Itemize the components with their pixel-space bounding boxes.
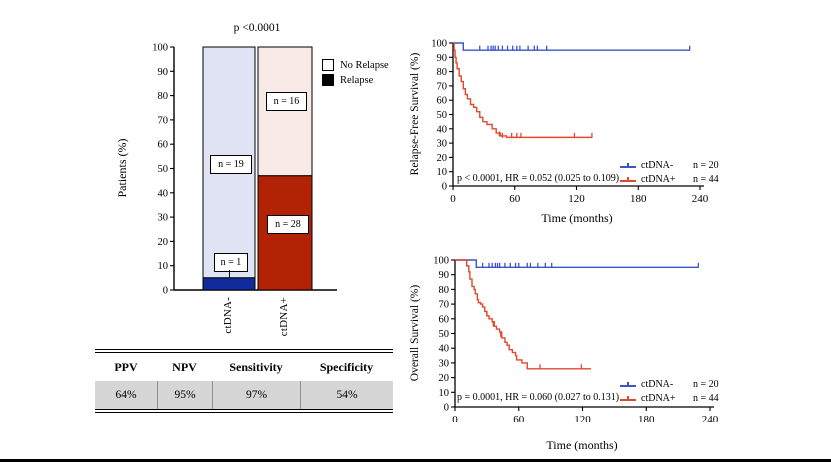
- rfs-stats-annotation: p < 0.0001, HR = 0.052 (0.025 to 0.109): [457, 173, 620, 184]
- legend-row-no-relapse: No Relapse: [322, 59, 389, 71]
- svg-text:20: 20: [158, 237, 169, 248]
- svg-text:90: 90: [439, 270, 450, 281]
- rfs-legend-ctdna-pos-count: n = 44: [693, 173, 719, 185]
- svg-text:100: 100: [152, 43, 168, 54]
- bar-label-no-relapse-ctdna-pos: n = 16: [266, 92, 307, 111]
- no-relapse-legend-label: No Relapse: [340, 59, 389, 71]
- page-bottom-rule: [0, 459, 831, 462]
- svg-text:30: 30: [439, 358, 450, 369]
- svg-text:0: 0: [450, 193, 456, 205]
- svg-text:10: 10: [439, 388, 450, 399]
- svg-text:240: 240: [692, 193, 709, 205]
- stats-table-header-row: PPV NPV Sensitivity Specificity: [95, 353, 393, 381]
- bar-label-connector-line: [229, 270, 230, 278]
- bar-label-relapse-ctdna-neg: n = 1: [214, 253, 248, 272]
- svg-text:50: 50: [439, 329, 450, 340]
- os-legend-ctdna-neg-label: ctDNA-: [641, 378, 674, 390]
- header-specificity: Specificity: [300, 353, 393, 381]
- relapse-legend-label: Relapse: [340, 74, 374, 86]
- svg-text:100: 100: [431, 39, 447, 50]
- svg-text:10: 10: [437, 167, 448, 178]
- km-censor-marker-icon: [620, 394, 636, 403]
- bar-label-relapse-ctdna-pos: n = 28: [267, 215, 309, 234]
- rfs-legend: ctDNA- n = 20 ctDNA+ n = 44: [620, 158, 719, 186]
- svg-text:100: 100: [433, 256, 449, 267]
- bar-chart-pvalue: p <0.0001: [233, 22, 281, 34]
- svg-text:20: 20: [439, 373, 450, 384]
- rfs-x-axis-label: Time (months): [541, 211, 613, 225]
- km-censor-marker-icon: [620, 161, 636, 170]
- rfs-legend-row-ctdna-pos: ctDNA+ n = 44: [620, 172, 719, 186]
- svg-text:60: 60: [439, 314, 450, 325]
- os-legend-row-ctdna-neg: ctDNA- n = 20: [620, 377, 719, 391]
- os-legend-ctdna-pos-label: ctDNA+: [641, 392, 676, 404]
- os-x-axis-label: Time (months): [546, 438, 618, 452]
- bar-chart-legend: No Relapse Relapse: [322, 59, 389, 89]
- relapse-swatch-icon: [322, 74, 334, 86]
- svg-text:60: 60: [437, 96, 448, 107]
- rfs-legend-ctdna-neg-count: n = 20: [693, 159, 719, 171]
- svg-text:10: 10: [158, 261, 169, 272]
- rfs-legend-row-ctdna-neg: ctDNA- n = 20: [620, 158, 719, 172]
- os-legend-row-ctdna-pos: ctDNA+ n = 44: [620, 391, 719, 405]
- svg-text:70: 70: [439, 300, 450, 311]
- km-censor-marker-icon: [620, 380, 636, 389]
- svg-text:60: 60: [513, 414, 525, 422]
- svg-text:180: 180: [638, 414, 655, 422]
- svg-text:50: 50: [437, 110, 448, 121]
- no-relapse-swatch-icon: [322, 59, 334, 71]
- category-label-ctdna-positive: ctDNA+: [278, 297, 290, 337]
- svg-text:80: 80: [439, 285, 450, 296]
- svg-text:70: 70: [158, 115, 169, 126]
- svg-text:80: 80: [437, 67, 448, 78]
- rfs-legend-ctdna-neg-label: ctDNA-: [641, 159, 674, 171]
- svg-text:90: 90: [437, 53, 448, 64]
- os-stats-annotation: p = 0.0001, HR = 0.060 (0.027 to 0.131): [457, 392, 620, 403]
- os-km-plot: 0 10 20 30 40 50 60 70 80 90 100 0 60 120 180 240: [433, 256, 719, 423]
- svg-text:120: 120: [574, 414, 591, 422]
- category-label-ctdna-negative: ctDNA-: [222, 297, 234, 334]
- svg-text:70: 70: [437, 81, 448, 92]
- svg-text:90: 90: [158, 67, 169, 78]
- stats-table-value-row: 64% 95% 97% 54%: [95, 381, 393, 409]
- svg-text:20: 20: [437, 153, 448, 164]
- header-npv: NPV: [157, 353, 212, 381]
- value-npv: 95%: [157, 381, 212, 409]
- svg-text:0: 0: [163, 286, 168, 297]
- svg-text:60: 60: [509, 193, 521, 205]
- svg-text:0: 0: [442, 182, 447, 193]
- svg-text:60: 60: [158, 140, 169, 151]
- value-ppv: 64%: [95, 381, 157, 409]
- svg-text:50: 50: [158, 164, 169, 175]
- km-censor-marker-icon: [620, 175, 636, 184]
- header-sensitivity: Sensitivity: [212, 353, 300, 381]
- svg-text:40: 40: [439, 344, 450, 355]
- os-legend-ctdna-pos-count: n = 44: [693, 392, 719, 404]
- value-specificity: 54%: [300, 381, 393, 409]
- svg-text:0: 0: [452, 414, 458, 422]
- svg-text:40: 40: [158, 188, 169, 199]
- os-legend: ctDNA- n = 20 ctDNA+ n = 44: [620, 377, 719, 405]
- svg-text:120: 120: [568, 193, 585, 205]
- legend-row-relapse: Relapse: [322, 74, 389, 86]
- bar-label-no-relapse-ctdna-neg: n = 19: [210, 155, 252, 174]
- svg-text:80: 80: [158, 91, 169, 102]
- value-sensitivity: 97%: [212, 381, 300, 409]
- diagnostic-stats-table: PPV NPV Sensitivity Specificity 64% 95% …: [95, 349, 393, 413]
- os-legend-ctdna-neg-count: n = 20: [693, 378, 719, 390]
- svg-text:0: 0: [444, 403, 449, 414]
- rfs-km-plot: 0 10 20 30 40 50 60 70 80 90 100 0 60 120 180 240: [431, 39, 709, 206]
- svg-text:40: 40: [437, 124, 448, 135]
- header-ppv: PPV: [95, 353, 157, 381]
- svg-text:240: 240: [702, 414, 719, 422]
- svg-text:30: 30: [158, 213, 169, 224]
- svg-text:30: 30: [437, 139, 448, 150]
- svg-text:180: 180: [630, 193, 647, 205]
- rfs-legend-ctdna-pos-label: ctDNA+: [641, 173, 676, 185]
